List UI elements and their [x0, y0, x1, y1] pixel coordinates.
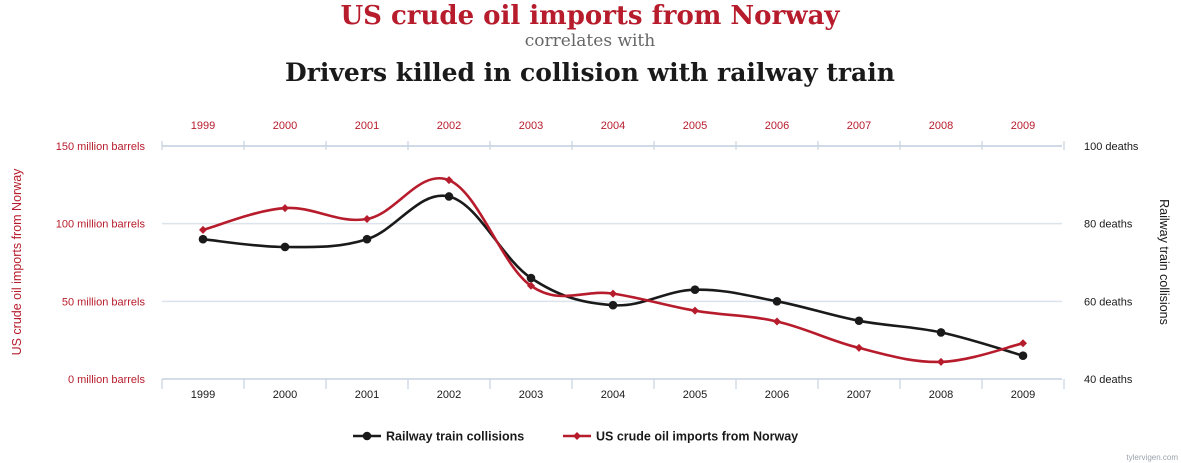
top-axis-tick-label: 2001: [355, 120, 379, 132]
right-axis-title: Railway train collisions: [1157, 199, 1171, 325]
data-point-oil-imports: [609, 289, 617, 298]
data-point-railway-collisions: [280, 242, 290, 252]
data-point-oil-imports: [527, 281, 535, 290]
left-axis-title: US crude oil imports from Norway: [10, 168, 24, 356]
data-point-oil-imports: [199, 225, 207, 234]
data-point-oil-imports: [281, 204, 289, 213]
legend: Railway train collisions US crude oil imp…: [353, 430, 798, 444]
right-axis-tick-label: 80 deaths: [1084, 219, 1133, 231]
bottom-axis-tick-label: 1999: [191, 389, 215, 401]
top-axis-tick-label: 2000: [273, 120, 297, 132]
chart-title-connector: correlates with: [525, 31, 655, 51]
grid-lines: [162, 145, 1062, 380]
top-axis-tick-label: 2002: [437, 120, 461, 132]
data-point-oil-imports: [445, 176, 453, 185]
data-point-railway-collisions: [362, 234, 372, 244]
data-point-oil-imports: [855, 343, 863, 352]
data-point-railway-collisions: [690, 285, 700, 294]
bottom-axis-tick-label: 2007: [847, 389, 871, 401]
bottom-axis-tick-label: 2003: [519, 389, 543, 401]
source-credit: tylervigen.com: [1126, 453, 1178, 462]
bottom-axis-tick-label: 2001: [355, 389, 379, 401]
data-point-railway-collisions: [526, 273, 536, 283]
series-lines: [198, 176, 1028, 366]
legend-label: US crude oil imports from Norway: [596, 430, 798, 444]
top-axis-tick-label: 2007: [847, 120, 871, 132]
data-point-railway-collisions: [854, 316, 864, 326]
right-axis-tick-label: 60 deaths: [1084, 296, 1133, 308]
top-axis-tick-label: 2009: [1011, 120, 1035, 132]
series-line-railway-collisions: [202, 194, 1024, 357]
data-point-railway-collisions: [936, 328, 946, 337]
axes: 1999 2000 2001 2002 2003 2004 2005 2006 2007 2008…: [10, 120, 1171, 401]
bottom-axis-tick-label: 2002: [437, 389, 461, 401]
legend-marker: [573, 432, 581, 440]
data-point-railway-collisions: [444, 192, 454, 201]
bottom-axis-tick-label: 2004: [601, 389, 625, 401]
top-axis-tick-label: 2005: [683, 120, 707, 132]
data-point-railway-collisions: [772, 297, 782, 306]
chart-title-secondary: Drivers killed in collision with railway…: [285, 58, 895, 87]
data-point-railway-collisions: [1018, 351, 1028, 361]
bottom-axis-tick-label: 2006: [765, 389, 789, 401]
right-axis-tick-label: 40 deaths: [1084, 374, 1133, 386]
left-axis-tick-label: 0 million barrels: [68, 374, 146, 386]
series-line-oil-imports: [202, 176, 1024, 364]
top-axis-tick-label: 2004: [601, 120, 625, 132]
top-axis-tick-label: 1999: [191, 120, 215, 132]
left-axis-tick-label: 50 million barrels: [62, 296, 146, 308]
data-point-oil-imports: [363, 215, 371, 224]
legend-marker: [362, 431, 372, 441]
bottom-axis-tick-label: 2009: [1011, 389, 1035, 401]
legend-label: Railway train collisions: [386, 430, 524, 444]
data-point-oil-imports: [1019, 339, 1027, 348]
bottom-axis-tick-label: 2008: [929, 389, 953, 401]
bottom-axis-tick-label: 2000: [273, 389, 297, 401]
data-point-oil-imports: [937, 357, 945, 366]
right-axis-tick-label: 100 deaths: [1084, 141, 1139, 153]
data-point-railway-collisions: [198, 234, 208, 244]
left-axis-tick-label: 150 million barrels: [56, 141, 146, 153]
data-point-railway-collisions: [608, 300, 618, 310]
left-axis-tick-label: 100 million barrels: [56, 219, 146, 231]
data-point-oil-imports: [691, 306, 699, 315]
top-axis-tick-label: 2006: [765, 120, 789, 132]
legend-item: Railway train collisions: [353, 430, 524, 444]
data-point-oil-imports: [773, 317, 781, 326]
top-axis-tick-label: 2003: [519, 120, 543, 132]
bottom-axis-tick-label: 2005: [683, 389, 707, 401]
top-axis-tick-label: 2008: [929, 120, 953, 132]
legend-item: US crude oil imports from Norway: [563, 430, 798, 444]
chart-title-primary: US crude oil imports from Norway: [340, 1, 840, 31]
